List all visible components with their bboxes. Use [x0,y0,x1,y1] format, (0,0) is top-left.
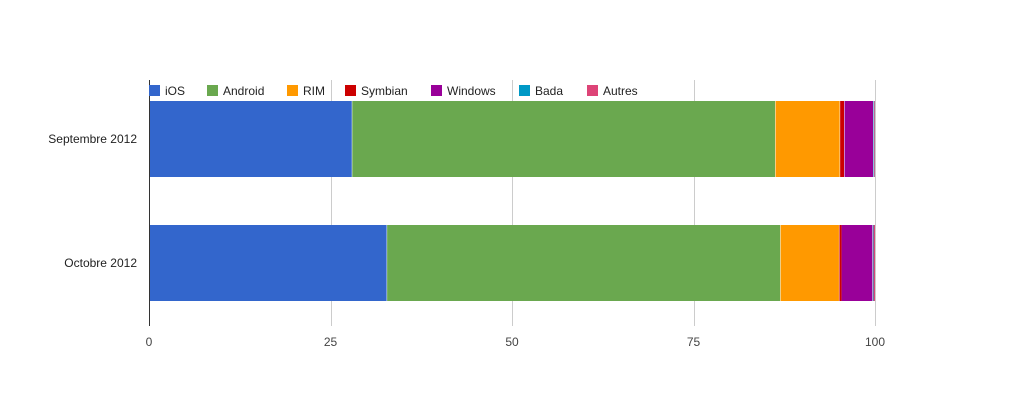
bar-segment-symbian [839,225,842,301]
legend-label[interactable]: Autres [603,84,638,98]
legend-swatch-autres [587,85,598,96]
legend-label[interactable]: RIM [303,84,325,98]
axes: 0 25 50 75 100 Septembre 2012 Octobre 2012 [48,80,885,349]
bar-segment-rim [775,101,841,177]
legend-swatch-ios [149,85,160,96]
bar-segment-ios [149,225,388,301]
bar-segment-windows [841,225,873,301]
legend-label[interactable]: Bada [535,84,563,98]
legend-swatch-windows [431,85,442,96]
bar-segment-autres [873,225,875,301]
x-tick-label: 100 [865,335,885,349]
legend-swatch-android [207,85,218,96]
bar-segment-autres [874,101,875,177]
bar-segment-android [387,225,781,301]
x-tick-label: 75 [687,335,701,349]
bar-segment-bada [872,225,874,301]
bar-segment-ios [149,101,353,177]
category-label: Septembre 2012 [48,132,137,146]
bar-segment-bada [873,101,875,177]
legend: iOS Android RIM Symbian Windows Bada Autres [149,84,638,98]
legend-swatch-rim [287,85,298,96]
legend-swatch-symbian [345,85,356,96]
legend-label[interactable]: iOS [165,84,185,98]
legend-label[interactable]: Android [223,84,264,98]
bar-segment-android [352,101,776,177]
category-label: Octobre 2012 [64,256,137,270]
bar-segment-symbian [840,101,845,177]
bar-segment-rim [780,225,840,301]
x-tick-label: 50 [505,335,519,349]
bars [149,101,875,301]
x-tick-label: 25 [324,335,338,349]
legend-swatch-bada [519,85,530,96]
x-tick-label: 0 [146,335,153,349]
legend-label[interactable]: Symbian [361,84,408,98]
bar-segment-windows [844,101,874,177]
legend-label[interactable]: Windows [447,84,496,98]
